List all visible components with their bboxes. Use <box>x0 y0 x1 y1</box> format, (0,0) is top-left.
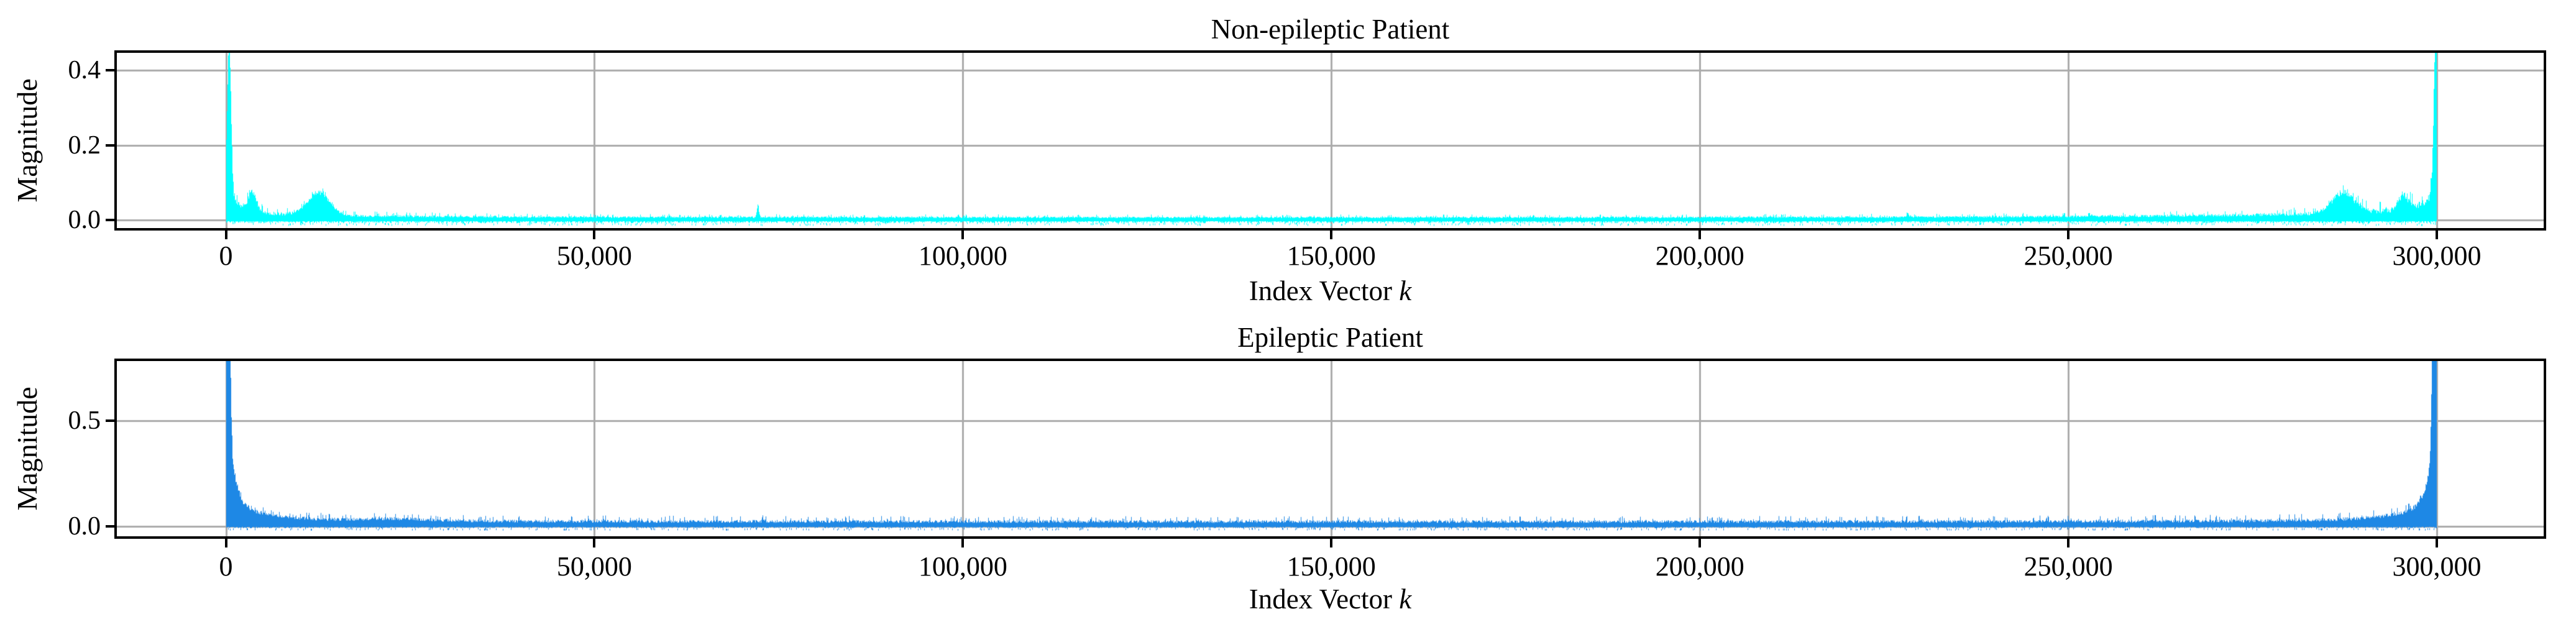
y-tick-label: 0.4 <box>68 56 101 85</box>
x-tick <box>593 231 596 239</box>
x-tick <box>1330 539 1333 547</box>
chart1-title: Non-epileptic Patient <box>1211 14 1450 45</box>
x-tick <box>224 539 227 547</box>
x-tick-label: 200,000 <box>1655 240 1744 271</box>
x-tick-label: 250,000 <box>2024 551 2113 582</box>
chart1-xlabel-variable: k <box>1399 275 1412 306</box>
x-tick <box>1698 539 1702 547</box>
x-tick <box>2436 539 2439 547</box>
y-tick <box>106 69 114 72</box>
x-tick-label: 300,000 <box>2392 551 2482 582</box>
x-tick-label: 250,000 <box>2024 240 2113 271</box>
x-tick-label: 200,000 <box>1655 551 1744 582</box>
x-tick-label: 150,000 <box>1286 240 1376 271</box>
y-tick <box>106 525 114 528</box>
x-tick <box>593 539 596 547</box>
x-tick-label: 0 <box>219 551 233 582</box>
y-tick <box>106 219 114 222</box>
x-tick-label: 300,000 <box>2392 240 2482 271</box>
x-tick <box>1330 231 1333 239</box>
x-tick <box>1698 231 1702 239</box>
x-tick-label: 100,000 <box>918 240 1007 271</box>
y-tick <box>106 144 114 147</box>
chart1-xlabel: Index Vector k <box>114 273 2546 308</box>
chart1-plot-area <box>114 50 2546 231</box>
x-tick <box>2067 539 2070 547</box>
y-tick-label: 0.2 <box>68 131 101 160</box>
y-tick-label: 0.0 <box>68 206 101 235</box>
chart2-xlabel: Index Vector k <box>114 582 2546 616</box>
chart1-xlabel-text: Index Vector <box>1249 275 1400 306</box>
x-tick-label: 100,000 <box>918 551 1007 582</box>
chart2-xlabel-variable: k <box>1399 584 1412 615</box>
x-tick <box>961 231 965 239</box>
x-tick-label: 0 <box>219 240 233 271</box>
x-tick <box>2067 231 2070 239</box>
y-tick-label: 0.0 <box>68 512 101 541</box>
y-tick-label: 0.5 <box>68 406 101 435</box>
x-tick <box>2436 231 2439 239</box>
x-tick-label: 50,000 <box>556 551 632 582</box>
chart2-plot-area <box>114 359 2546 539</box>
y-tick <box>106 419 114 422</box>
x-tick <box>961 539 965 547</box>
chart2-title: Epileptic Patient <box>1237 322 1423 353</box>
chart2-xlabel-text: Index Vector <box>1249 584 1400 615</box>
x-tick <box>224 231 227 239</box>
x-tick-label: 50,000 <box>556 240 632 271</box>
x-tick-label: 150,000 <box>1286 551 1376 582</box>
